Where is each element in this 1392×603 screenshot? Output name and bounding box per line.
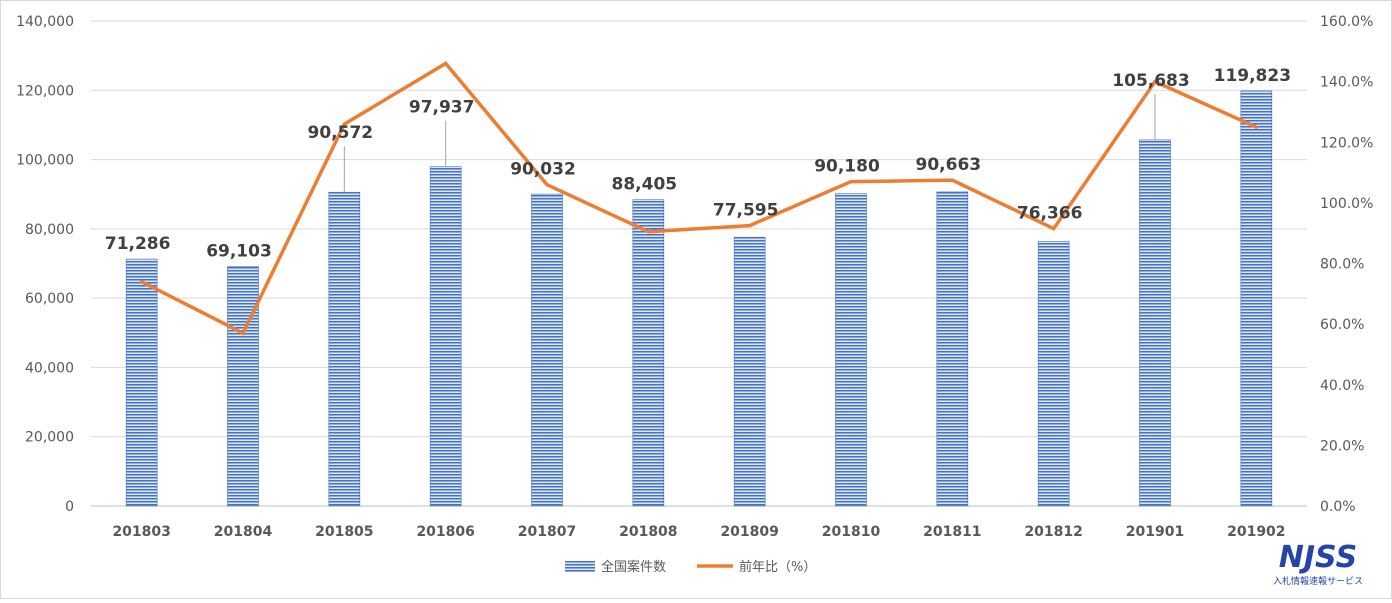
bar bbox=[429, 166, 462, 507]
x-tick-label: 201811 bbox=[923, 524, 981, 540]
x-tick-label: 201902 bbox=[1227, 524, 1285, 540]
logo-text: NJSS bbox=[1279, 540, 1357, 575]
data-label: 90,663 bbox=[916, 155, 982, 175]
x-tick-label: 201808 bbox=[619, 524, 677, 540]
njss-logo: NJSS 入札情報速報サービス bbox=[1273, 540, 1363, 587]
data-label: 88,405 bbox=[612, 175, 678, 195]
y2-tick-label: 120.0% bbox=[1320, 135, 1373, 151]
bar bbox=[733, 236, 766, 507]
x-tick-label: 201807 bbox=[518, 524, 576, 540]
y-axis-left: 0 20,000 40,000 60,000 80,000 100,000 120,000 1… bbox=[16, 14, 74, 515]
data-labels: 71,286 69,103 90,572 97,937 90,032 88,405 77,5… bbox=[105, 66, 1291, 262]
data-label: 119,823 bbox=[1214, 66, 1291, 86]
data-label: 90,572 bbox=[308, 123, 374, 143]
y2-tick-label: 80.0% bbox=[1320, 257, 1364, 273]
data-label: 105,683 bbox=[1112, 71, 1189, 91]
data-label: 90,180 bbox=[814, 157, 880, 177]
bar bbox=[227, 266, 259, 507]
x-tick-label: 201804 bbox=[214, 524, 273, 540]
x-axis: 201803 201804 201805 201806 201807 201808 2018… bbox=[112, 524, 1285, 540]
bar bbox=[1240, 90, 1273, 507]
logo-subtitle: 入札情報速報サービス bbox=[1273, 575, 1363, 587]
y-tick-label: 40,000 bbox=[25, 360, 74, 376]
y2-tick-label: 40.0% bbox=[1320, 378, 1364, 394]
bar bbox=[936, 191, 969, 507]
y2-tick-label: 160.0% bbox=[1320, 14, 1373, 30]
x-tick-label: 201810 bbox=[822, 524, 881, 540]
x-tick-label: 201901 bbox=[1126, 524, 1184, 540]
bar bbox=[632, 199, 665, 507]
x-tick-label: 201809 bbox=[720, 524, 778, 540]
legend-label-line: 前年比（%） bbox=[739, 559, 816, 575]
y-tick-label: 0 bbox=[65, 499, 74, 515]
y2-tick-label: 140.0% bbox=[1320, 75, 1373, 91]
y-tick-label: 80,000 bbox=[25, 222, 74, 238]
y2-tick-label: 100.0% bbox=[1320, 196, 1373, 212]
data-label: 90,032 bbox=[510, 160, 576, 180]
x-tick-label: 201803 bbox=[112, 524, 170, 540]
legend-swatch-bar bbox=[565, 561, 595, 572]
data-label: 76,366 bbox=[1017, 204, 1083, 224]
data-label: 71,286 bbox=[105, 234, 171, 254]
x-tick-label: 201806 bbox=[416, 524, 474, 540]
x-tick-label: 201812 bbox=[1024, 524, 1082, 540]
legend: 全国案件数 前年比（%） bbox=[565, 559, 816, 575]
line-path bbox=[139, 61, 1259, 336]
y2-tick-label: 20.0% bbox=[1320, 438, 1364, 454]
line-series bbox=[139, 61, 1259, 336]
bar bbox=[125, 258, 158, 507]
y-tick-label: 100,000 bbox=[16, 153, 74, 169]
y-tick-label: 60,000 bbox=[25, 291, 74, 307]
y2-tick-label: 60.0% bbox=[1320, 317, 1364, 333]
y-tick-label: 20,000 bbox=[25, 430, 74, 446]
x-tick-label: 201805 bbox=[315, 524, 373, 540]
data-label: 69,103 bbox=[206, 242, 272, 262]
legend-label-bar: 全国案件数 bbox=[601, 559, 666, 575]
y-tick-label: 120,000 bbox=[16, 83, 74, 99]
data-label: 97,937 bbox=[409, 98, 475, 118]
y2-tick-label: 0.0% bbox=[1320, 499, 1356, 515]
data-label: 77,595 bbox=[713, 201, 779, 221]
label-leader-lines bbox=[343, 93, 1156, 193]
bar bbox=[328, 191, 361, 507]
bar bbox=[1037, 241, 1070, 507]
bar-series bbox=[125, 90, 1273, 507]
y-tick-label: 140,000 bbox=[16, 14, 74, 30]
bar bbox=[1139, 139, 1171, 507]
bar bbox=[531, 193, 563, 507]
y-axis-right: 0.0% 20.0% 40.0% 60.0% 80.0% 100.0% 120.0% 140.… bbox=[1320, 14, 1373, 515]
bar bbox=[835, 193, 867, 507]
